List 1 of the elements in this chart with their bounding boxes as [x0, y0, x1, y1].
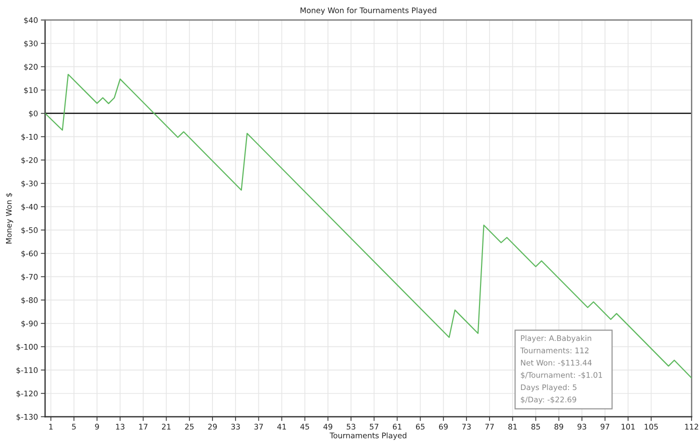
line-series	[45, 74, 692, 379]
